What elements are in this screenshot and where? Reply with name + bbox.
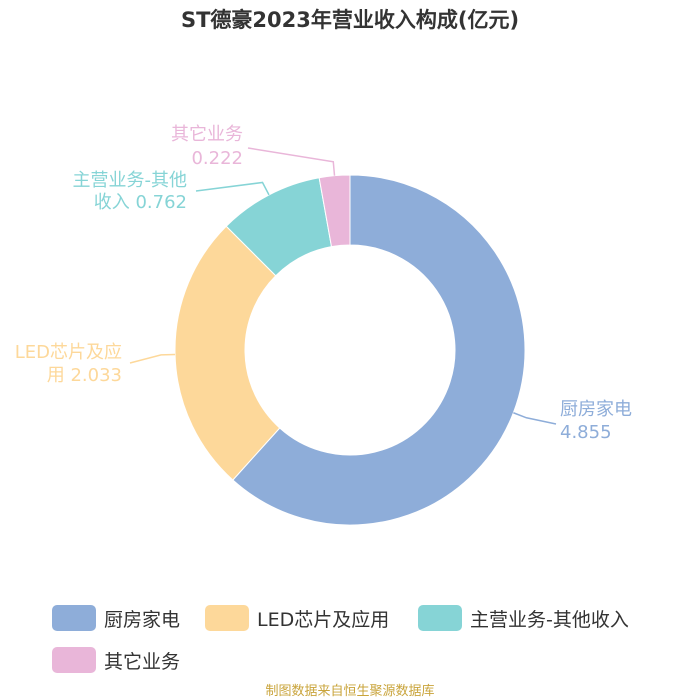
data-label-led-line-1: LED芯片及应 (15, 342, 122, 363)
legend-item-led[interactable]: LED芯片及应用 (205, 603, 389, 633)
legend-label-led: LED芯片及应用 (257, 608, 390, 631)
legend-swatch-led (205, 605, 249, 631)
data-label-kitchen-line-2: 4.855 (560, 422, 612, 443)
slice-other-business[interactable] (318, 174, 351, 248)
data-label-other-main-line-2: 收入 0.762 (94, 192, 187, 213)
source-note: 制图数据来自恒生聚源数据库 (265, 684, 435, 699)
legend-swatch-other-business (52, 647, 96, 673)
slice-led[interactable] (174, 225, 281, 481)
leader-line-kitchen (513, 412, 557, 425)
legend-swatch-kitchen (52, 605, 96, 631)
leader-line-other-main (195, 181, 270, 196)
data-label-kitchen-line-1: 厨房家电 (560, 399, 632, 420)
legend-item-kitchen[interactable]: 厨房家电 (52, 603, 180, 633)
legend-item-other-business[interactable]: 其它业务 (52, 645, 180, 675)
data-label-led-line-2: 用 2.033 (47, 365, 122, 386)
leader-line-led (129, 353, 176, 364)
legend-item-other-main[interactable]: 主营业务-其他收入 (418, 603, 629, 633)
legend-label-other-business: 其它业务 (104, 650, 181, 673)
data-label-other-business-line-2: 0.222 (191, 148, 243, 169)
legend-swatch-other-main (418, 605, 462, 631)
legend-label-other-main: 主营业务-其他收入 (470, 608, 629, 631)
legend-label-kitchen: 厨房家电 (104, 608, 181, 631)
chart-title: ST德豪2023年营业收入构成(亿元) (180, 8, 520, 32)
slice-kitchen[interactable] (232, 174, 526, 526)
data-label-other-business-line-1: 其它业务 (171, 124, 243, 145)
data-label-other-main-line-1: 主营业务-其他 (73, 170, 188, 191)
leader-line-other-business (247, 147, 336, 176)
